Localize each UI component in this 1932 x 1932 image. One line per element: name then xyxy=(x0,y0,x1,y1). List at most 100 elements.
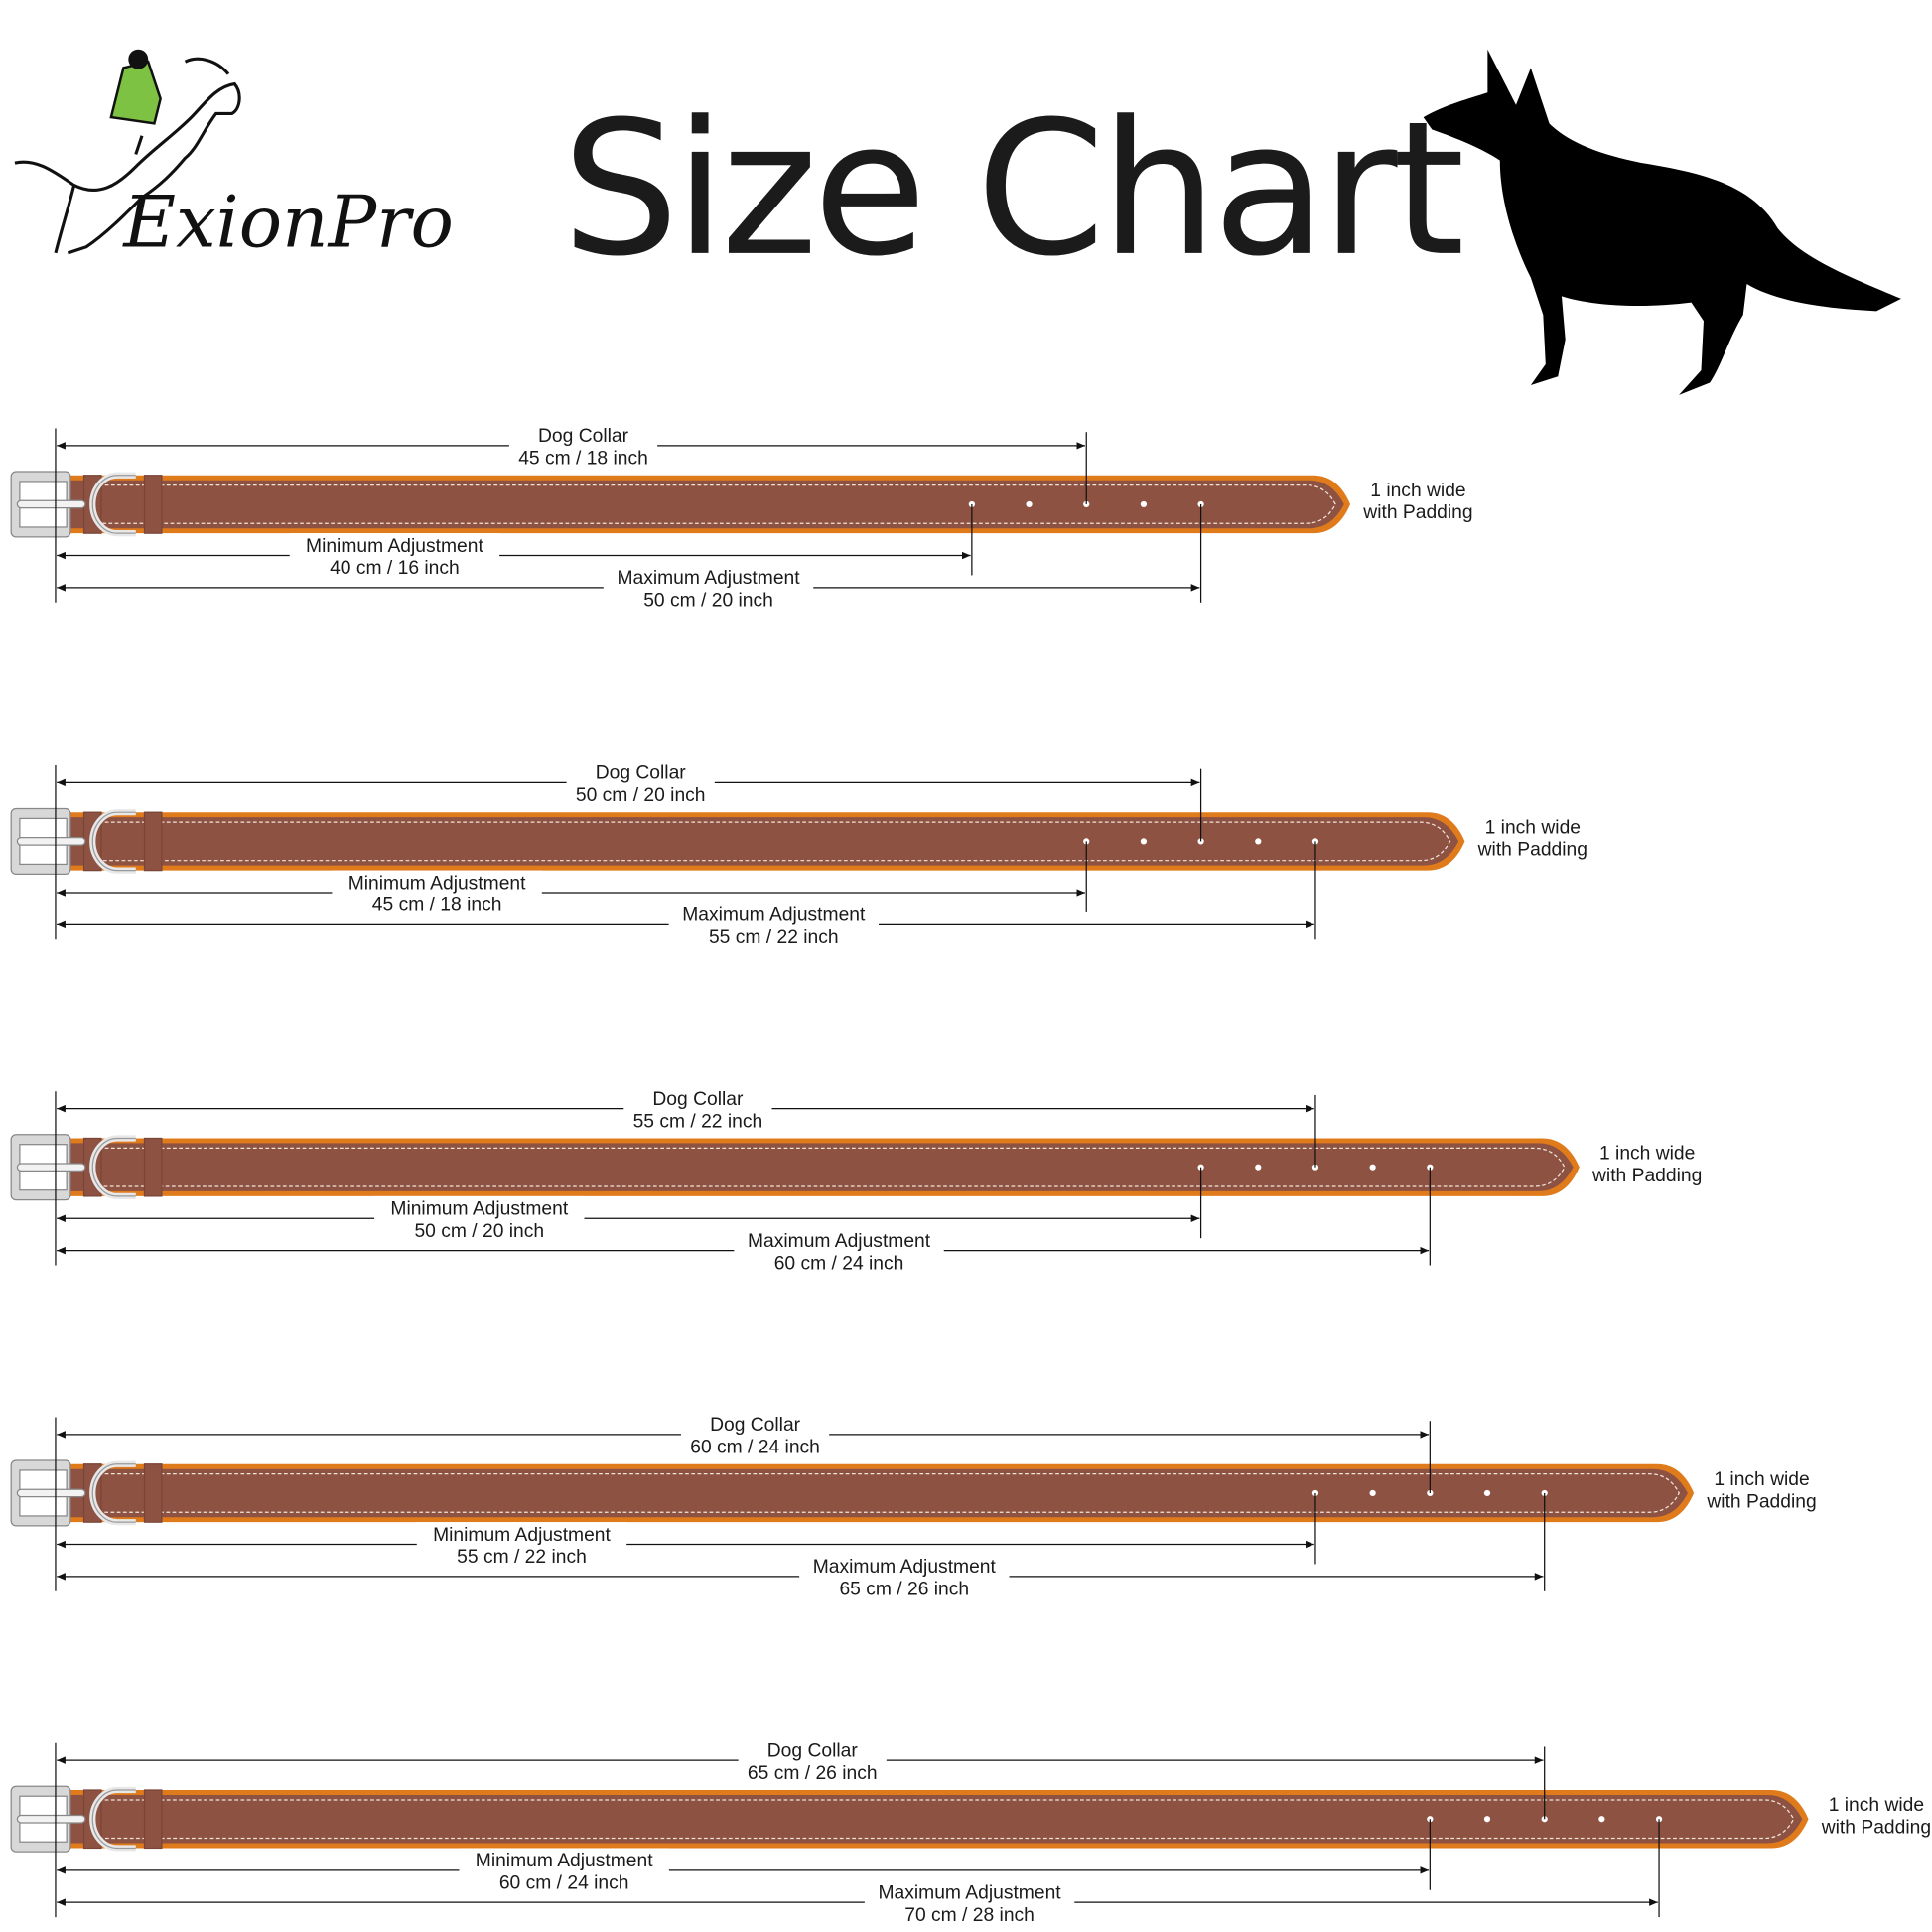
max-adjustment-size: 65 cm / 26 inch xyxy=(839,1580,969,1600)
d-ring-outline xyxy=(91,475,136,534)
collar-keeper xyxy=(143,1789,163,1850)
label-background xyxy=(289,533,500,578)
label-background xyxy=(459,1848,669,1893)
collar-hole xyxy=(1427,1164,1434,1171)
label-background xyxy=(332,870,542,915)
width-label: 1 inch wide xyxy=(1485,817,1581,838)
collar-label: Dog Collar xyxy=(652,1089,744,1110)
collar-size: 60 cm / 24 inch xyxy=(690,1438,820,1458)
padding-label: with Padding xyxy=(1821,1818,1931,1839)
min-adjustment-label: Minimum Adjustment xyxy=(348,873,526,894)
collar-label: Dog Collar xyxy=(596,763,687,784)
max-adjustment-size: 70 cm / 28 inch xyxy=(904,1905,1035,1926)
min-adjustment-size: 45 cm / 18 inch xyxy=(372,896,502,916)
collar-strap xyxy=(69,1468,1688,1518)
max-adjustment-size: 50 cm / 20 inch xyxy=(643,591,773,612)
collar-hole xyxy=(1026,500,1033,508)
collar-hole xyxy=(1483,1489,1491,1497)
collar-size: 65 cm / 26 inch xyxy=(748,1763,878,1784)
max-adjustment-size: 55 cm / 22 inch xyxy=(709,927,839,948)
width-label: 1 inch wide xyxy=(1714,1469,1809,1490)
max-adjustment-label: Maximum Adjustment xyxy=(617,568,800,589)
label-background xyxy=(799,1554,1010,1599)
page-title: Size Chart xyxy=(562,81,1461,297)
padding-label: with Padding xyxy=(1362,502,1472,523)
collar-label: Dog Collar xyxy=(767,1740,859,1761)
collar-keeper xyxy=(143,475,163,534)
collar-stitching xyxy=(86,1799,1795,1840)
max-adjustment-label: Maximum Adjustment xyxy=(748,1231,931,1252)
buckle-prong xyxy=(16,1163,86,1173)
width-label: 1 inch wide xyxy=(1829,1795,1924,1816)
collar-keeper xyxy=(143,1463,163,1523)
d-ring-outline xyxy=(91,1137,136,1197)
label-background xyxy=(416,1522,627,1567)
brand-name: ExionPro xyxy=(121,182,454,265)
min-adjustment-size: 50 cm / 20 inch xyxy=(414,1221,544,1242)
label-background xyxy=(603,565,814,611)
collar-hole xyxy=(1369,1489,1376,1497)
padding-label: with Padding xyxy=(1591,1166,1702,1186)
d-ring-outline xyxy=(91,811,136,872)
dog-silhouette-icon xyxy=(1423,49,1901,395)
collar-hole xyxy=(1197,1164,1204,1171)
max-adjustment-label: Maximum Adjustment xyxy=(682,905,866,926)
collar-size: 50 cm / 20 inch xyxy=(576,785,706,806)
label-background xyxy=(734,1228,944,1273)
collar-size: 55 cm / 22 inch xyxy=(633,1111,763,1132)
collar-hole xyxy=(1140,500,1148,508)
collar-label: Dog Collar xyxy=(538,426,629,447)
label-background xyxy=(738,1737,887,1783)
collar-stitching xyxy=(86,821,1451,862)
rider-helmet xyxy=(128,49,149,69)
collar-strap xyxy=(69,1794,1803,1844)
collar-strap xyxy=(69,817,1459,866)
collar-hole xyxy=(1140,838,1148,845)
collar-stitching xyxy=(86,484,1336,524)
collar-label: Dog Collar xyxy=(710,1415,801,1436)
buckle-prong xyxy=(16,1488,86,1498)
padding-label: with Padding xyxy=(1706,1491,1816,1512)
collar-strap xyxy=(69,480,1344,529)
horse-rider-icon xyxy=(14,57,241,255)
label-background xyxy=(680,1412,830,1457)
d-ring-outline xyxy=(91,1463,136,1523)
collar-keeper xyxy=(143,1137,163,1197)
label-background xyxy=(668,901,879,947)
label-background xyxy=(566,759,715,805)
label-background xyxy=(374,1195,585,1241)
max-adjustment-size: 60 cm / 24 inch xyxy=(774,1253,904,1274)
label-background xyxy=(508,423,658,469)
label-background xyxy=(623,1086,772,1132)
brand-logo: ExionPro xyxy=(14,49,454,265)
min-adjustment-size: 60 cm / 24 inch xyxy=(499,1872,629,1893)
width-label: 1 inch wide xyxy=(1599,1144,1695,1165)
min-adjustment-label: Minimum Adjustment xyxy=(476,1851,653,1871)
label-background xyxy=(864,1879,1075,1925)
max-adjustment-label: Maximum Adjustment xyxy=(813,1557,997,1578)
width-label: 1 inch wide xyxy=(1370,481,1465,501)
collar-hole xyxy=(1255,1164,1262,1171)
collar-hole xyxy=(1255,838,1262,845)
collar-size: 45 cm / 18 inch xyxy=(518,449,648,470)
max-adjustment-label: Maximum Adjustment xyxy=(878,1882,1061,1903)
collar-stitching xyxy=(86,1473,1680,1513)
min-adjustment-label: Minimum Adjustment xyxy=(390,1199,568,1220)
collar-stitching xyxy=(86,1147,1566,1187)
buckle-prong xyxy=(16,1814,86,1824)
buckle-prong xyxy=(16,499,86,509)
min-adjustment-label: Minimum Adjustment xyxy=(306,536,483,557)
padding-label: with Padding xyxy=(1477,840,1587,861)
collar-hole xyxy=(1369,1164,1376,1171)
collar-hole xyxy=(1483,1816,1491,1823)
collar-hole xyxy=(1598,1816,1605,1823)
min-adjustment-size: 40 cm / 16 inch xyxy=(330,558,460,579)
collar-keeper xyxy=(143,811,163,872)
